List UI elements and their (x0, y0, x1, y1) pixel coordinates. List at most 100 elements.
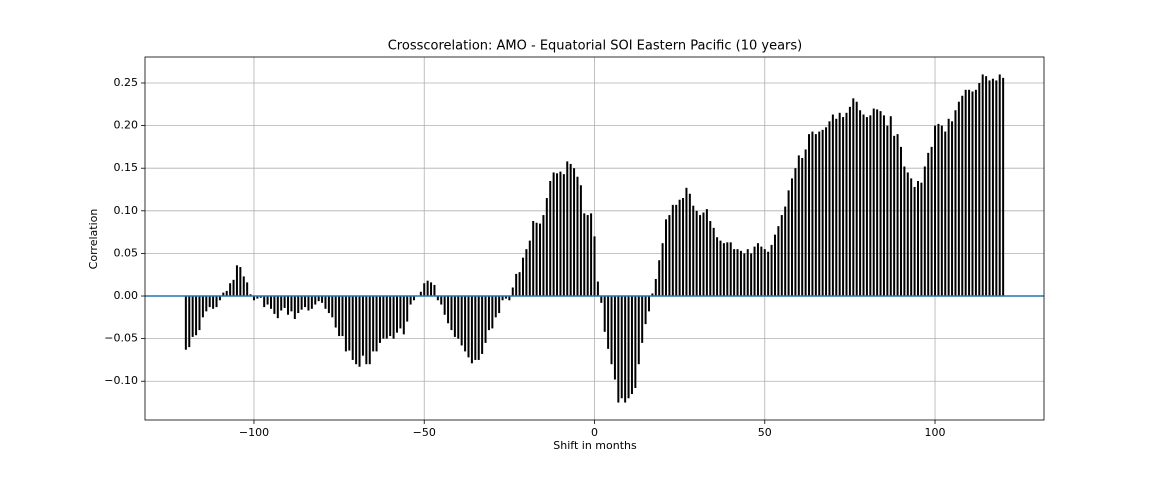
bar (682, 198, 685, 297)
bar (491, 296, 494, 329)
bar (838, 112, 841, 297)
bar (395, 296, 398, 333)
y-tick-label: 0.25 (114, 76, 139, 89)
bar (504, 296, 507, 299)
bar (978, 82, 981, 297)
bar (198, 296, 201, 331)
bar (583, 213, 586, 297)
bar (304, 296, 307, 308)
bar (487, 296, 490, 331)
bar (470, 296, 473, 364)
bar (899, 146, 902, 297)
bar (930, 146, 933, 297)
bar (423, 283, 426, 297)
bar (600, 296, 603, 303)
bar (685, 187, 688, 297)
bar (460, 296, 463, 346)
bar (474, 296, 477, 360)
bar (804, 149, 807, 297)
bar (293, 296, 296, 320)
x-tick-label: 0 (591, 426, 598, 439)
bar (447, 296, 450, 324)
x-axis-label: Shift in months (553, 439, 637, 452)
bar (191, 296, 194, 337)
bar (699, 215, 702, 297)
bar (521, 257, 524, 297)
y-axis-label: Correlation (87, 209, 100, 270)
bar (402, 296, 405, 335)
bar (569, 163, 572, 297)
bar (188, 296, 191, 348)
bar (957, 101, 960, 297)
bar (692, 205, 695, 297)
bar (951, 121, 954, 297)
bar (436, 296, 439, 301)
bar (879, 111, 882, 297)
bar (964, 89, 967, 297)
bar (355, 296, 358, 365)
bar (859, 110, 862, 297)
bar (630, 296, 633, 395)
bar (763, 249, 766, 297)
bar (613, 296, 616, 380)
y-tick-label: 0.00 (114, 289, 139, 302)
bar (678, 199, 681, 297)
bar (981, 74, 984, 297)
bar (855, 101, 858, 297)
bar (995, 80, 998, 297)
bar (450, 296, 453, 331)
bar (968, 89, 971, 297)
bar (382, 296, 385, 339)
bar (733, 249, 736, 297)
bar (848, 106, 851, 297)
bar (208, 296, 211, 308)
bar (641, 296, 644, 343)
bar (494, 296, 497, 318)
bar (457, 296, 460, 339)
plot-frame (144, 56, 1045, 421)
bar (266, 296, 269, 305)
bar (617, 296, 620, 403)
bar (399, 296, 402, 329)
bar (508, 296, 511, 301)
bar (889, 116, 892, 297)
bar (334, 296, 337, 328)
bar (760, 246, 763, 297)
bar (671, 204, 674, 297)
bar (511, 287, 514, 297)
bar (413, 296, 416, 301)
y-tick-label: 0.15 (114, 161, 139, 174)
bar (331, 296, 334, 318)
bar (756, 243, 759, 297)
bar (273, 296, 276, 314)
bar (961, 95, 964, 297)
bar (515, 273, 518, 297)
bar (791, 178, 794, 297)
bar (256, 296, 259, 299)
bar (443, 296, 446, 315)
bar (739, 250, 742, 297)
bar (310, 296, 313, 309)
bar (620, 296, 623, 399)
y-tick-label: 0.05 (114, 246, 139, 259)
bar (917, 180, 920, 297)
bar (654, 278, 657, 297)
bar (716, 237, 719, 297)
bar (467, 296, 470, 358)
bar (573, 168, 576, 297)
bar (896, 134, 899, 297)
bar (842, 117, 845, 297)
bar (712, 227, 715, 297)
bar (586, 215, 589, 297)
bar (797, 155, 800, 297)
bar (811, 131, 814, 297)
x-tick-label: −100 (239, 426, 269, 439)
bar (910, 178, 913, 297)
bar (430, 282, 433, 297)
bar (201, 296, 204, 318)
bar (722, 243, 725, 297)
bar (750, 253, 753, 297)
bar (927, 152, 930, 297)
bar (532, 221, 535, 297)
